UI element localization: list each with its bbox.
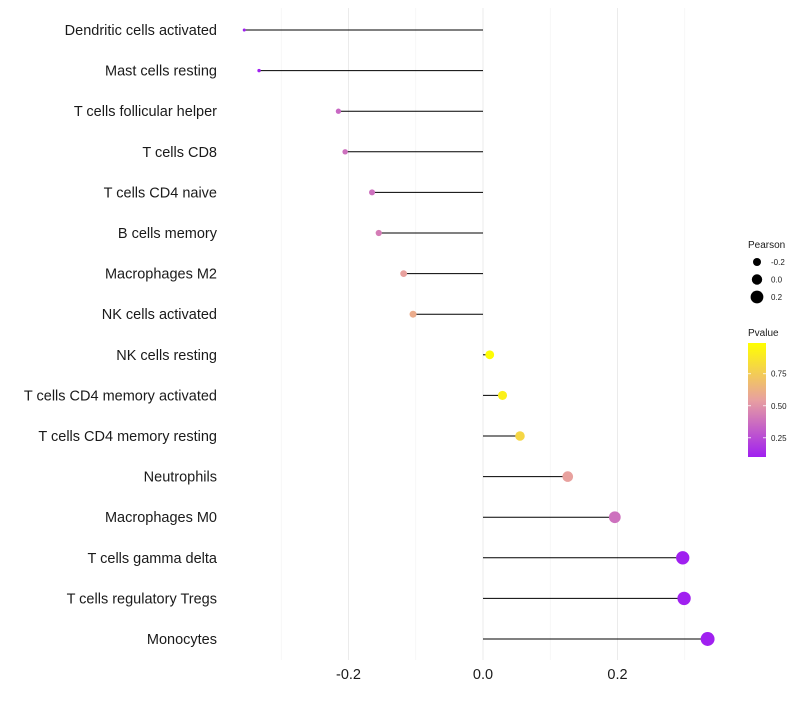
y-tick-labels: Dendritic cells activated Mast cells rest… [24, 23, 218, 648]
category-label: NK cells activated [102, 307, 217, 323]
data-point [515, 431, 525, 441]
color-legend-title: Pvalue [748, 328, 779, 339]
category-label: T cells gamma delta [88, 551, 218, 567]
category-label: Mast cells resting [105, 64, 217, 80]
category-label: T cells follicular helper [74, 104, 217, 120]
data-point [335, 108, 342, 114]
data-point [497, 390, 508, 400]
size-legend-label: -0.2 [771, 258, 785, 267]
data-point [342, 149, 348, 155]
size-legend-label: 0.2 [771, 293, 783, 302]
color-legend-bar [748, 343, 766, 457]
data-point [700, 632, 715, 646]
data-point [375, 229, 382, 237]
size-legend-key [750, 290, 764, 304]
category-label: Neutrophils [144, 470, 217, 486]
data-point [676, 551, 690, 565]
size-legend-key [753, 258, 761, 266]
color-legend-label: 0.25 [771, 434, 787, 443]
x-tick-labels: -0.2 0.0 0.2 [336, 667, 628, 683]
x-tick-label: 0.2 [607, 667, 627, 683]
category-label: T cells CD4 memory resting [38, 429, 217, 445]
data-point [409, 310, 417, 318]
point-layer [242, 28, 715, 646]
x-tick-label: 0.0 [473, 667, 493, 683]
data-point [677, 591, 691, 606]
category-label: Macrophages M2 [105, 267, 217, 283]
category-label: B cells memory [118, 226, 218, 242]
size-legend-title: Pearson [748, 240, 785, 251]
x-tick-label: -0.2 [336, 667, 361, 683]
data-point [242, 28, 246, 32]
category-label: T cells CD4 naive [104, 185, 217, 201]
category-label: Monocytes [147, 632, 217, 648]
data-point [400, 270, 408, 278]
category-label: NK cells resting [116, 348, 217, 364]
category-label: T cells CD4 memory activated [24, 388, 217, 404]
data-point [608, 511, 621, 524]
data-point [485, 350, 495, 360]
size-legend-key [751, 274, 763, 285]
size-legend-label: 0.0 [771, 276, 783, 285]
data-point [369, 189, 376, 196]
legend: Pearson -0.2 0.0 0.2 Pvalue 0.25 0.50 0.75 [748, 240, 787, 457]
category-label: T cells regulatory Tregs [67, 591, 217, 607]
category-label: Macrophages M0 [105, 510, 217, 526]
grid-layer [280, 8, 686, 660]
color-legend-label: 0.50 [771, 402, 787, 411]
data-point [562, 471, 574, 482]
category-label: Dendritic cells activated [65, 23, 217, 39]
category-label: T cells CD8 [142, 145, 217, 161]
color-legend-label: 0.75 [771, 370, 787, 379]
stem-layer [244, 29, 708, 640]
data-point [257, 68, 261, 73]
